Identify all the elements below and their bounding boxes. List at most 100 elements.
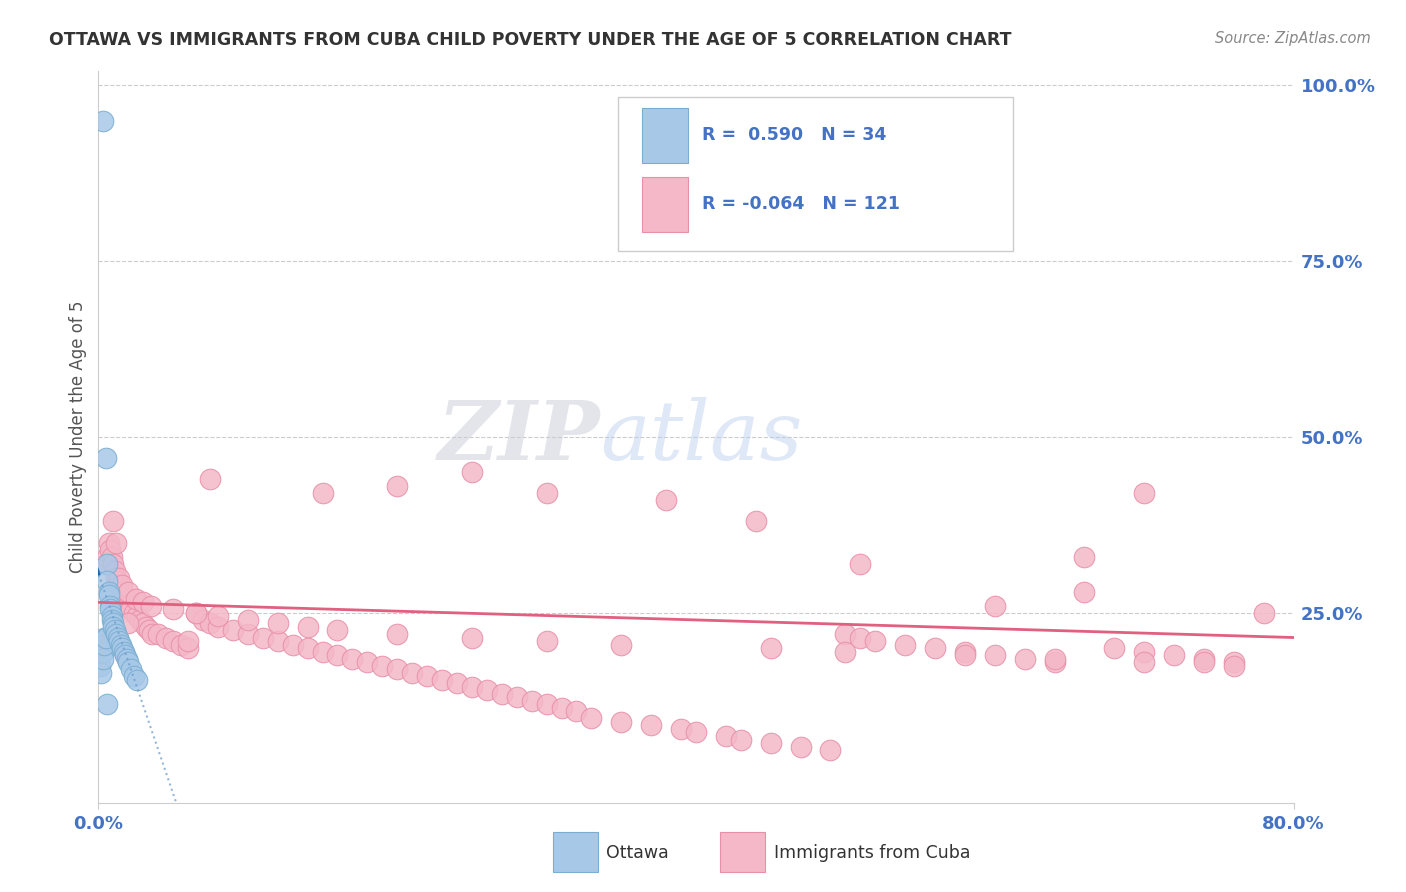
Point <box>98 602 122 616</box>
Point <box>610 638 633 652</box>
Point <box>112 588 135 602</box>
FancyBboxPatch shape <box>643 178 688 232</box>
Point <box>127 673 149 687</box>
Point <box>759 736 782 750</box>
Point <box>125 591 148 606</box>
FancyBboxPatch shape <box>643 108 688 163</box>
Point <box>1104 641 1126 656</box>
Point <box>107 574 129 589</box>
Point <box>1223 655 1246 669</box>
Point <box>565 705 588 719</box>
Point <box>506 690 529 705</box>
Point <box>416 669 439 683</box>
Point <box>461 465 484 479</box>
Point <box>98 542 122 557</box>
Point <box>1192 655 1215 669</box>
Point <box>924 641 946 656</box>
Point <box>96 557 118 571</box>
Point <box>101 613 124 627</box>
Point <box>105 571 128 585</box>
Point <box>685 725 707 739</box>
Text: OTTAWA VS IMMIGRANTS FROM CUBA CHILD POVERTY UNDER THE AGE OF 5 CORRELATION CHAR: OTTAWA VS IMMIGRANTS FROM CUBA CHILD POV… <box>49 31 1012 49</box>
Point <box>385 479 409 493</box>
Point <box>984 599 1007 613</box>
Point <box>110 582 132 596</box>
Point <box>236 613 259 627</box>
Point <box>1043 651 1066 665</box>
Point <box>1014 651 1036 665</box>
FancyBboxPatch shape <box>553 832 598 872</box>
Point <box>207 609 229 624</box>
Point <box>984 648 1007 662</box>
Point <box>141 627 163 641</box>
Point <box>326 624 349 638</box>
Point <box>103 515 125 529</box>
Text: R = -0.064   N = 121: R = -0.064 N = 121 <box>702 195 900 213</box>
Point <box>655 493 678 508</box>
Point <box>536 698 558 712</box>
Y-axis label: Child Poverty Under the Age of 5: Child Poverty Under the Age of 5 <box>69 301 87 574</box>
Point <box>139 599 162 613</box>
Point <box>342 651 364 665</box>
Point <box>96 698 118 712</box>
Point <box>110 638 132 652</box>
Point <box>520 694 543 708</box>
Point <box>236 627 259 641</box>
Point <box>105 627 128 641</box>
Point <box>120 662 142 676</box>
FancyBboxPatch shape <box>720 832 765 872</box>
Point <box>1043 655 1066 669</box>
Point <box>117 584 139 599</box>
Point <box>162 634 184 648</box>
Point <box>1133 644 1156 658</box>
Point <box>97 584 120 599</box>
Point <box>1133 655 1156 669</box>
Point <box>640 718 662 732</box>
Point <box>281 638 304 652</box>
Point <box>91 644 114 658</box>
Point <box>138 624 160 638</box>
Text: R =  0.590   N = 34: R = 0.590 N = 34 <box>702 126 886 144</box>
Point <box>297 620 319 634</box>
Point <box>191 613 214 627</box>
Point <box>91 113 114 128</box>
Point <box>111 578 134 592</box>
Point <box>108 634 131 648</box>
Point <box>103 616 125 631</box>
Point <box>267 634 290 648</box>
Point <box>789 739 811 754</box>
Point <box>104 564 127 578</box>
Point <box>101 549 124 564</box>
Point <box>114 648 136 662</box>
Point <box>117 599 139 613</box>
Point <box>117 655 139 669</box>
Point <box>108 571 131 585</box>
Point <box>115 651 138 665</box>
Point <box>114 591 136 606</box>
Point <box>430 673 453 687</box>
Point <box>96 574 118 589</box>
Point <box>536 634 558 648</box>
Point <box>475 683 498 698</box>
Point <box>446 676 468 690</box>
Point <box>89 658 111 673</box>
Point <box>865 634 887 648</box>
Point <box>371 658 394 673</box>
Point <box>112 644 135 658</box>
Text: atlas: atlas <box>600 397 803 477</box>
Point <box>107 631 129 645</box>
Point <box>385 662 409 676</box>
Point <box>124 606 146 620</box>
Point <box>184 606 207 620</box>
Point <box>177 641 200 656</box>
Point <box>90 641 112 656</box>
Point <box>103 557 125 571</box>
Point <box>610 714 633 729</box>
Point <box>94 451 117 466</box>
Point <box>461 680 484 694</box>
Point <box>669 722 692 736</box>
Point <box>385 627 409 641</box>
Point <box>96 549 118 564</box>
Point <box>311 644 333 658</box>
Point <box>94 631 117 645</box>
